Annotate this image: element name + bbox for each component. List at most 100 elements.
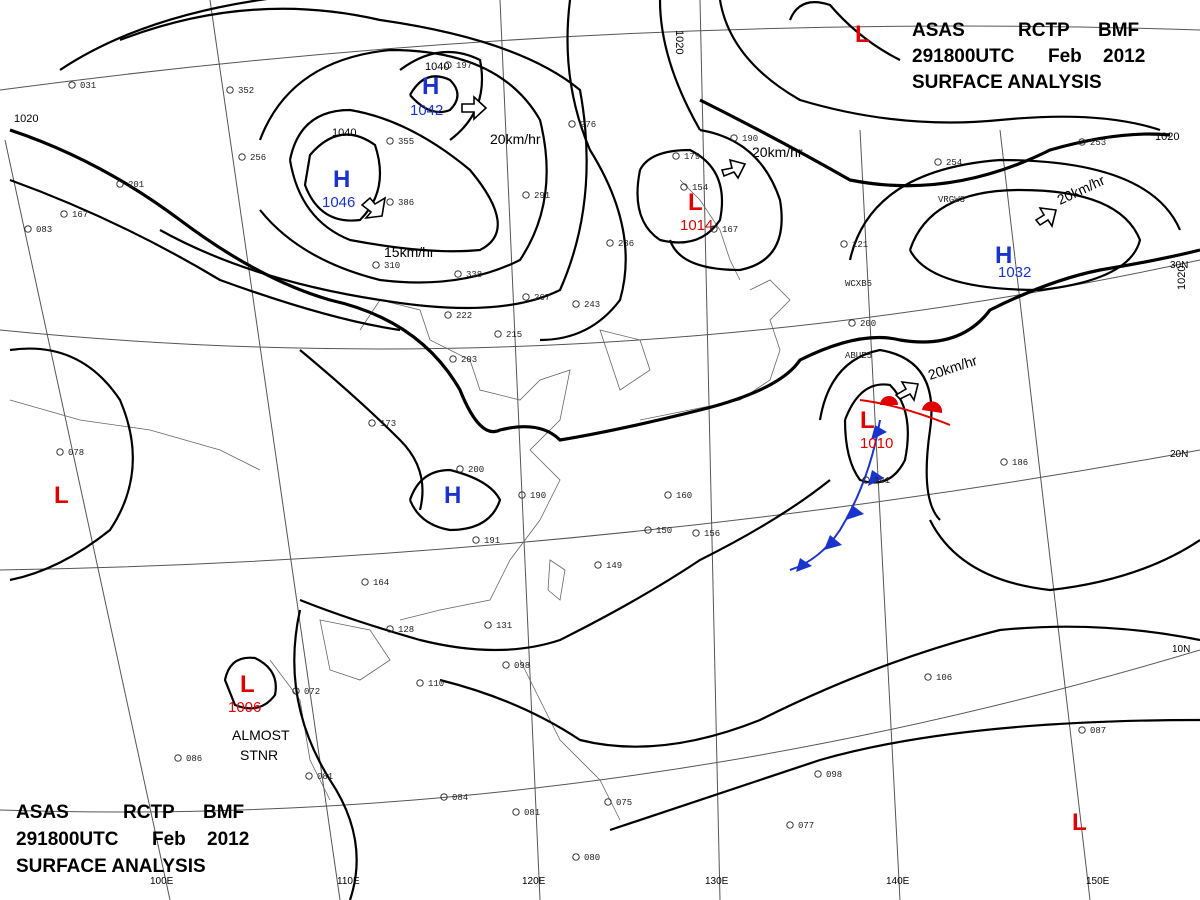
station-value: 167 bbox=[72, 210, 88, 220]
station-value: 197 bbox=[456, 61, 472, 71]
station-marker-icon bbox=[644, 526, 652, 534]
station-marker-icon bbox=[386, 198, 394, 206]
station-value: 080 bbox=[584, 853, 600, 863]
station-marker-icon bbox=[840, 240, 848, 248]
header-top-month: Feb bbox=[1048, 46, 1082, 67]
high-pressure-3: 1032 bbox=[998, 264, 1031, 281]
station-marker-icon bbox=[454, 270, 462, 278]
station-value: 201 bbox=[128, 180, 144, 190]
station-marker-icon bbox=[710, 225, 718, 233]
station-value: 150 bbox=[656, 526, 672, 536]
station-marker-icon bbox=[305, 772, 313, 780]
lon-label-100e: 100E bbox=[150, 876, 174, 887]
station-value: 179 bbox=[684, 152, 700, 162]
lon-label-150e: 150E bbox=[1086, 876, 1110, 887]
arrow-east-icon bbox=[461, 95, 488, 121]
station-value: 075 bbox=[616, 798, 632, 808]
station-value: 200 bbox=[860, 319, 876, 329]
low-system-4: L bbox=[54, 482, 69, 509]
coastlines bbox=[9, 179, 791, 821]
station-code-3: WCXB5 bbox=[845, 279, 872, 289]
station-value: 200 bbox=[468, 465, 484, 475]
arrow-southeast-icon bbox=[360, 196, 387, 220]
isobar-label-6: 1020 bbox=[1176, 266, 1188, 290]
station-value: 186 bbox=[1012, 458, 1028, 468]
high-system-3: H bbox=[995, 242, 1012, 269]
motion-label-1: 20km/hr bbox=[490, 131, 541, 147]
station-value: 110 bbox=[428, 679, 444, 689]
lon-label-110e: 110E bbox=[337, 876, 360, 887]
station-marker-icon bbox=[238, 153, 246, 161]
header-top-station: RCTP bbox=[1018, 20, 1070, 41]
station-marker-icon bbox=[572, 300, 580, 308]
motion-arrows bbox=[360, 95, 1057, 402]
low-pressure-1: 1014 bbox=[680, 217, 713, 234]
station-marker-icon bbox=[1078, 138, 1086, 146]
station-marker-icon bbox=[484, 621, 492, 629]
axis-labels: 30N 20N 10N 100E 110E 120E 130E 140E 150… bbox=[150, 260, 1190, 887]
station-marker-icon bbox=[174, 754, 182, 762]
station-value: 164 bbox=[373, 578, 389, 588]
station-value: 267 bbox=[534, 293, 550, 303]
station-marker-icon bbox=[449, 355, 457, 363]
station-marker-icon bbox=[502, 661, 510, 669]
station-value: 190 bbox=[530, 491, 546, 501]
station-value: 253 bbox=[1090, 138, 1106, 148]
station-value: 084 bbox=[452, 793, 468, 803]
note-line-2: STNR bbox=[240, 747, 278, 763]
header-bottom-station: RCTP bbox=[123, 802, 175, 823]
header-top-code: BMF bbox=[1098, 20, 1139, 41]
station-value: 338 bbox=[466, 270, 482, 280]
station-marker-icon bbox=[292, 687, 300, 695]
station-marker-icon bbox=[444, 61, 452, 69]
station-marker-icon bbox=[604, 798, 612, 806]
station-value: 077 bbox=[798, 821, 814, 831]
station-marker-icon bbox=[572, 853, 580, 861]
station-marker-icon bbox=[60, 210, 68, 218]
station-marker-icon bbox=[934, 158, 942, 166]
station-marker-icon bbox=[568, 120, 576, 128]
station-value: 072 bbox=[304, 687, 320, 697]
station-marker-icon bbox=[372, 261, 380, 269]
station-value: 215 bbox=[506, 330, 522, 340]
header-top-year: 2012 bbox=[1103, 46, 1145, 67]
station-value: 081 bbox=[317, 772, 333, 782]
station-value: 087 bbox=[1090, 726, 1106, 736]
station-value: 310 bbox=[384, 261, 400, 271]
station-value: 106 bbox=[936, 673, 952, 683]
station-marker-icon bbox=[606, 239, 614, 247]
station-value: 256 bbox=[250, 153, 266, 163]
arrow-northeast-icon bbox=[894, 381, 919, 402]
isobar-label-2: 1040 bbox=[332, 127, 356, 139]
header-bottom: ASAS RCTP BMF 291800UTC Feb 2012 SURFACE… bbox=[16, 802, 249, 877]
header-top-time: 291800UTC bbox=[912, 46, 1015, 67]
station-value: 149 bbox=[606, 561, 622, 571]
station-value: 291 bbox=[534, 191, 550, 201]
station-observations: 201 167 352 256 355 386 310 338 267 243 222 215 203 1… bbox=[24, 61, 1106, 863]
station-marker-icon bbox=[664, 491, 672, 499]
station-value: 098 bbox=[826, 770, 842, 780]
arrow-northeast-icon bbox=[720, 158, 747, 180]
station-marker-icon bbox=[848, 319, 856, 327]
station-marker-icon bbox=[518, 491, 526, 499]
pressure-systems: H 1042 H 1046 H 1032 H L 1014 L 1010 L 1… bbox=[54, 21, 1087, 836]
header-bottom-code: BMF bbox=[203, 802, 244, 823]
station-marker-icon bbox=[361, 578, 369, 586]
header-top-title: SURFACE ANALYSIS bbox=[912, 72, 1102, 93]
station-value: 167 bbox=[722, 225, 738, 235]
station-value: 222 bbox=[456, 311, 472, 321]
station-value: 190 bbox=[742, 134, 758, 144]
note-line-1: ALMOST bbox=[232, 727, 290, 743]
isobar-labels: 1040 1040 1020 1020 1020 1020 bbox=[14, 30, 1188, 290]
isobar-label-3: 1020 bbox=[14, 113, 38, 125]
station-marker-icon bbox=[786, 821, 794, 829]
header-bottom-year: 2012 bbox=[207, 829, 249, 850]
station-marker-icon bbox=[924, 673, 932, 681]
station-marker-icon bbox=[1078, 726, 1086, 734]
station-value: 173 bbox=[380, 419, 396, 429]
station-marker-icon bbox=[68, 81, 76, 89]
motion-label-2: 15km/hr bbox=[384, 244, 435, 260]
station-marker-icon bbox=[672, 152, 680, 160]
station-marker-icon bbox=[522, 293, 530, 301]
isobar-label-4: 1020 bbox=[673, 30, 685, 54]
